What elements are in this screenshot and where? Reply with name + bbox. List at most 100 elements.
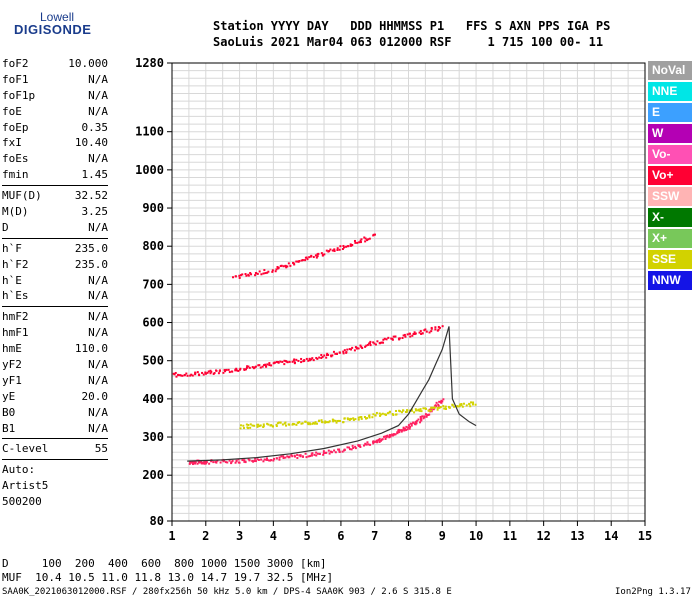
param-value: N/A (88, 310, 108, 324)
param-value: 235.0 (74, 241, 108, 255)
trace-point (411, 334, 414, 337)
trace-point (337, 419, 340, 422)
trace-point (254, 271, 257, 274)
legend-item-e: E (648, 103, 692, 122)
trace-point (258, 425, 261, 428)
legend-item-ssw: SSW (648, 187, 692, 206)
trace-point (237, 369, 240, 372)
legend-item-sse: SSE (648, 250, 692, 269)
trace-point (297, 359, 300, 362)
trace-point (323, 253, 326, 256)
trace-point (430, 326, 433, 329)
trace-point (311, 357, 314, 360)
trace-point (307, 455, 310, 458)
trace-point (293, 423, 296, 426)
trace-point (288, 423, 291, 426)
param-row-fxi: fxI 10.40 (2, 135, 108, 151)
trace-point (408, 427, 411, 430)
trace-point (285, 266, 288, 269)
param-row-fof2: foF2 10.000 (2, 56, 108, 72)
trace-point (231, 370, 234, 373)
param-value: 20.0 (81, 389, 109, 403)
trace-point (421, 415, 424, 418)
trace-point (329, 450, 332, 453)
trace-point (335, 421, 338, 424)
trace-point (241, 459, 244, 462)
trace-point (334, 451, 337, 454)
trace-point (183, 373, 186, 376)
param-name: C-level (2, 442, 49, 456)
trace-point (266, 363, 269, 366)
auto-label: Auto: (2, 463, 36, 477)
x-tick-label: 7 (371, 529, 378, 543)
trace-point (244, 273, 247, 276)
trace-point (325, 421, 328, 424)
trace-point (231, 459, 234, 462)
trace-point (328, 420, 331, 423)
trace-point (317, 252, 320, 255)
trace-point (194, 462, 197, 465)
trace-point (433, 405, 436, 408)
trace-point (422, 407, 425, 410)
trace-point (234, 275, 237, 278)
trace-point (369, 340, 372, 343)
trace-point (258, 270, 261, 273)
trace-point (320, 353, 323, 356)
trace-point (283, 363, 286, 366)
trace-point (285, 360, 288, 363)
trace-point (379, 414, 382, 417)
trace-point (281, 423, 284, 426)
trace-point (224, 369, 227, 372)
trace-point (444, 405, 447, 408)
trace-point (414, 408, 417, 411)
trace-point (238, 276, 241, 279)
trace-point (376, 441, 379, 444)
trace-point (301, 455, 304, 458)
trace-point (364, 240, 367, 243)
trace-point (343, 246, 346, 249)
trace-point (399, 429, 402, 432)
trace-point (234, 461, 237, 464)
trace-point (388, 433, 391, 436)
trace-point (273, 361, 276, 364)
trace-point (312, 256, 315, 259)
trace-point (310, 254, 313, 257)
trace-point (365, 443, 368, 446)
trace-point (325, 356, 328, 359)
trace-point (435, 405, 438, 408)
x-tick-label: 10 (469, 529, 483, 543)
param-name: foF1 (2, 72, 29, 86)
trace-point (325, 249, 328, 252)
y-tick-label: 400 (142, 392, 164, 406)
trace-point (276, 265, 279, 268)
trace-point (238, 461, 241, 464)
param-row-d: D N/A (2, 220, 108, 236)
trace-point (429, 409, 432, 412)
trace-point (242, 427, 245, 430)
trace-point (306, 258, 309, 261)
trace-point (474, 403, 477, 406)
trace-point (400, 429, 403, 432)
trace-point (175, 375, 178, 378)
trace-point (225, 368, 228, 371)
y-tick-label: 1280 (135, 56, 164, 70)
trace-point (346, 348, 349, 351)
trace-point (243, 460, 246, 463)
trace-point (235, 369, 238, 372)
trace-point (461, 405, 464, 408)
trace-point (364, 443, 367, 446)
param-row-he: h`E N/A (2, 273, 108, 289)
trace-point (378, 438, 381, 441)
trace-point (262, 423, 265, 426)
trace-point (181, 374, 184, 377)
y-tick-label: 1100 (135, 125, 164, 139)
trace-point (394, 409, 397, 412)
trace-point (283, 359, 286, 362)
trace-point (292, 359, 295, 362)
trace-point (414, 332, 417, 335)
param-name: hmE (2, 342, 22, 356)
trace-point (259, 366, 262, 369)
trace-point (204, 462, 207, 465)
trace-point (381, 412, 384, 415)
trace-point (324, 420, 327, 423)
